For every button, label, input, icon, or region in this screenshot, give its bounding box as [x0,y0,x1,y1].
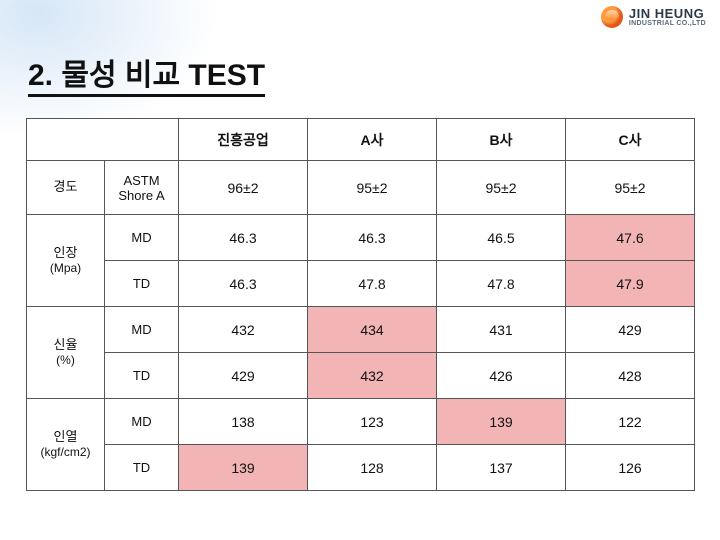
brand-suffix: INDUSTRIAL CO.,LTD [629,20,706,27]
data-cell: 138 [179,399,308,445]
row-group-label: 신율(%) [27,307,105,399]
table-header-cell: C사 [566,119,695,161]
table-row: 신율(%)MD432434431429 [27,307,695,353]
table-row: TD429432426428 [27,353,695,399]
row-group-sublabel: (%) [27,353,104,368]
row-subheader: ASTM Shore A [105,161,179,215]
data-cell: 96±2 [179,161,308,215]
table-row: 인장(Mpa)MD46.346.346.547.6 [27,215,695,261]
table-header-cell: 진흥공업 [179,119,308,161]
row-group-sublabel: (kgf/cm2) [27,445,104,460]
table-row: 인열(kgf/cm2)MD138123139122 [27,399,695,445]
data-cell: 139 [437,399,566,445]
table-header-row: 진흥공업A사B사C사 [27,119,695,161]
row-subheader: MD [105,215,179,261]
data-cell: 139 [179,445,308,491]
row-group-label-text: 인열 [54,429,78,444]
data-cell: 426 [437,353,566,399]
data-cell: 46.5 [437,215,566,261]
brand-logo: JIN HEUNG INDUSTRIAL CO.,LTD [601,6,706,28]
data-cell: 95±2 [566,161,695,215]
brand-name: JIN HEUNG [629,7,706,20]
row-group-label: 인장(Mpa) [27,215,105,307]
brand-logo-icon [601,6,623,28]
page-title-text: 2. 물성 비교 TEST [28,59,265,97]
table-header-cell: A사 [308,119,437,161]
data-cell: 432 [308,353,437,399]
data-cell: 46.3 [308,215,437,261]
data-cell: 46.3 [179,215,308,261]
row-group-label-text: 신율 [54,337,78,352]
data-cell: 137 [437,445,566,491]
data-cell: 47.8 [308,261,437,307]
data-cell: 47.8 [437,261,566,307]
row-group-sublabel: (Mpa) [27,261,104,276]
data-cell: 46.3 [179,261,308,307]
brand-logo-text: JIN HEUNG INDUSTRIAL CO.,LTD [629,7,706,27]
data-cell: 429 [566,307,695,353]
row-subheader: TD [105,353,179,399]
data-cell: 434 [308,307,437,353]
data-cell: 428 [566,353,695,399]
data-cell: 429 [179,353,308,399]
comparison-table: 진흥공업A사B사C사경도ASTM Shore A96±295±295±295±2… [26,118,695,491]
row-subheader: MD [105,307,179,353]
data-cell: 126 [566,445,695,491]
data-cell: 122 [566,399,695,445]
data-cell: 128 [308,445,437,491]
row-group-label: 인열(kgf/cm2) [27,399,105,491]
row-group-label: 경도 [27,161,105,215]
data-cell: 431 [437,307,566,353]
comparison-table-wrap: 진흥공업A사B사C사경도ASTM Shore A96±295±295±295±2… [26,118,694,491]
data-cell: 95±2 [437,161,566,215]
row-group-label-text: 경도 [54,179,78,194]
row-group-label-text: 인장 [54,245,78,260]
table-row: TD46.347.847.847.9 [27,261,695,307]
table-header-blank [27,119,179,161]
data-cell: 47.9 [566,261,695,307]
data-cell: 432 [179,307,308,353]
data-cell: 123 [308,399,437,445]
table-header-cell: B사 [437,119,566,161]
row-subheader: TD [105,445,179,491]
table-row: 경도ASTM Shore A96±295±295±295±2 [27,161,695,215]
table-row: TD139128137126 [27,445,695,491]
page-title: 2. 물성 비교 TEST [28,50,265,94]
row-subheader: MD [105,399,179,445]
data-cell: 47.6 [566,215,695,261]
data-cell: 95±2 [308,161,437,215]
row-subheader: TD [105,261,179,307]
